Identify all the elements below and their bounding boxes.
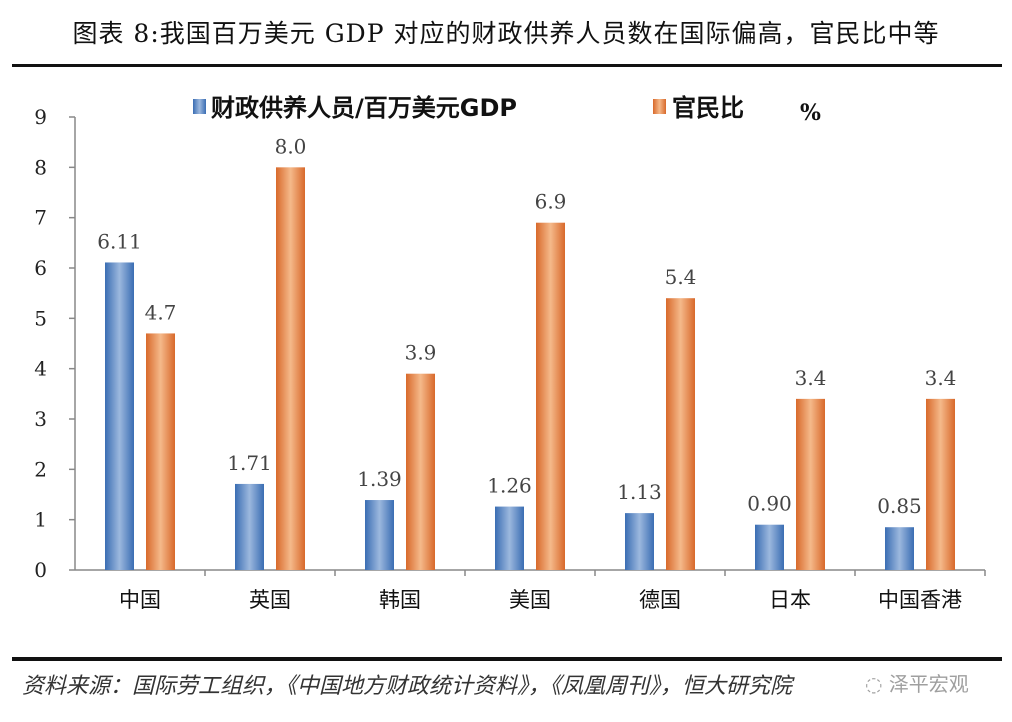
legend-label-ratio: 官民比 xyxy=(672,94,744,122)
x-tick-label: 日本 xyxy=(769,588,811,612)
y-tick-label: 0 xyxy=(34,558,47,582)
watermark-text: 泽平宏观 xyxy=(888,672,969,696)
source-note: 资料来源：国际劳工组织，《中国地方财政统计资料》，《凤凰周刊》，恒大研究院 xyxy=(22,674,793,699)
bar-official-ratio xyxy=(406,373,435,570)
watermark: ◌ 泽平宏观 xyxy=(865,672,969,696)
legend-swatch-blue xyxy=(193,99,206,114)
y-tick-label: 6 xyxy=(34,256,47,280)
y-tick-label: 1 xyxy=(34,508,47,532)
bar-staff-per-gdp xyxy=(755,524,784,570)
data-label: 6.9 xyxy=(535,190,567,214)
x-tick-label: 德国 xyxy=(639,588,681,612)
bar-staff-per-gdp xyxy=(235,483,264,570)
x-tick-label: 中国香港 xyxy=(878,588,962,612)
data-label: 3.4 xyxy=(795,366,827,390)
bar-official-ratio xyxy=(276,167,305,571)
data-label: 5.4 xyxy=(665,265,697,289)
bar-official-ratio xyxy=(926,398,955,570)
bar-staff-per-gdp xyxy=(885,527,914,570)
data-label: 6.11 xyxy=(97,229,142,253)
y-tick-label: 9 xyxy=(34,105,47,129)
bar-official-ratio xyxy=(146,333,175,570)
data-label: 1.26 xyxy=(487,474,532,498)
x-tick-label: 英国 xyxy=(249,588,291,612)
x-tick-label: 韩国 xyxy=(379,588,421,612)
data-label: 8.0 xyxy=(275,134,307,158)
bar-chart: 0 1 2 3 4 5 6 7 8 9 中国 6.11 4.7 英国 1.71 8.0 韩国 1.39 3.9 美国 1… xyxy=(34,94,986,612)
data-label: 0.85 xyxy=(877,494,922,518)
bar-staff-per-gdp xyxy=(105,262,134,570)
bar-official-ratio xyxy=(536,222,565,570)
bar-official-ratio xyxy=(666,298,695,570)
data-label: 1.39 xyxy=(357,467,402,491)
top-divider xyxy=(12,64,1002,67)
data-label: 3.4 xyxy=(925,366,957,390)
legend-unit: % xyxy=(800,100,821,126)
bar-staff-per-gdp xyxy=(625,513,654,570)
bottom-divider xyxy=(12,657,1002,661)
legend-swatch-orange xyxy=(653,99,666,114)
legend-label-staff: 财政供养人员/百万美元GDP xyxy=(211,94,517,122)
y-tick-label: 3 xyxy=(34,407,47,431)
bar-staff-per-gdp xyxy=(495,506,524,570)
y-tick-label: 2 xyxy=(34,457,47,481)
y-tick-label: 5 xyxy=(34,306,47,330)
chart-title: 图表 8:我国百万美元 GDP 对应的财政供养人员数在国际偏高，官民比中等 xyxy=(72,19,940,48)
bar-official-ratio xyxy=(796,398,825,570)
y-tick-label: 8 xyxy=(34,155,47,179)
bar-staff-per-gdp xyxy=(365,500,394,570)
y-tick-label: 4 xyxy=(34,357,47,381)
data-label: 4.7 xyxy=(145,300,177,324)
data-label: 3.9 xyxy=(405,341,437,365)
y-tick-label: 7 xyxy=(34,206,47,230)
data-label: 1.13 xyxy=(617,480,662,504)
x-tick-label: 中国 xyxy=(119,588,161,612)
data-label: 1.71 xyxy=(227,451,272,475)
x-tick-label: 美国 xyxy=(509,588,551,612)
data-label: 0.90 xyxy=(747,492,792,516)
